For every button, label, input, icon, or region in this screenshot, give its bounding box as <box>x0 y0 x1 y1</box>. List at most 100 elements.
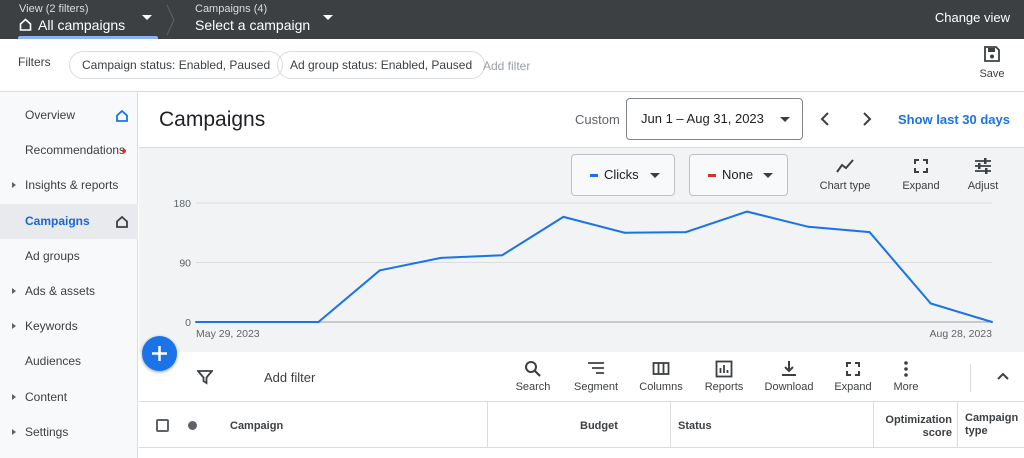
expand-label: Expand <box>902 180 940 192</box>
data-point <box>684 231 687 234</box>
expand-icon <box>846 362 860 376</box>
add-filter-button[interactable]: Add filter <box>264 370 316 385</box>
clicks-line-chart: 0 90 180 May 29, 2023 Aug 28, 2023 <box>173 198 993 340</box>
page-header: Campaigns Custom Jun 1 – Aug 31, 2023 Sh… <box>139 92 1024 148</box>
sidebar-item-audiences[interactable]: Audiences <box>0 344 138 379</box>
reports-icon <box>715 360 733 378</box>
data-point <box>623 231 626 234</box>
filter-icon[interactable] <box>197 369 213 385</box>
filters-label: Filters <box>18 55 51 69</box>
metric-1-label: Clicks <box>604 167 639 182</box>
sidebar-item-label: Insights & reports <box>25 178 119 193</box>
filter-chip-ad-group-status[interactable]: Ad group status: Enabled, Paused <box>277 51 486 79</box>
sidebar-item-label: Overview <box>25 108 76 122</box>
date-range-type: Custom <box>575 112 620 127</box>
sidebar-item-overview[interactable]: Overview <box>0 98 138 133</box>
table-header: Campaign Budget Status Optimization scor… <box>139 402 1024 448</box>
expand-icon <box>914 159 928 173</box>
sidebar-item-insights-reports[interactable]: Insights & reports <box>0 168 138 203</box>
sidebar-item-campaigns[interactable]: Campaigns <box>0 203 138 239</box>
change-view-button[interactable]: Change view <box>934 10 1010 25</box>
toolbar-more-button[interactable]: More <box>874 360 938 393</box>
column-header-optimization-score[interactable]: Optimization score <box>885 414 952 439</box>
save-icon <box>984 46 1000 62</box>
tool-label: Segment <box>573 381 619 393</box>
campaign-selector[interactable]: Campaigns (4) Select a campaign <box>190 0 340 39</box>
columns-icon <box>652 362 670 375</box>
save-label: Save <box>979 68 1005 80</box>
date-range-picker[interactable]: Jun 1 – Aug 31, 2023 <box>626 98 803 140</box>
toolbar-search-button[interactable]: Search <box>501 360 565 393</box>
tool-label: More <box>893 381 919 393</box>
expand-arrow-icon <box>12 323 16 330</box>
sidebar-item-settings[interactable]: Settings <box>0 415 138 450</box>
tool-label: Reports <box>704 381 744 393</box>
toolbar-expand-button[interactable]: Expand <box>821 360 885 393</box>
chevron-down-icon <box>142 15 152 20</box>
download-icon <box>782 361 796 376</box>
chart-type-button[interactable]: Chart type <box>815 158 875 192</box>
data-point <box>501 254 504 257</box>
more-icon <box>904 361 908 377</box>
status-dot-icon <box>188 421 197 430</box>
expand-arrow-icon <box>12 393 16 400</box>
divider <box>970 364 971 392</box>
sidebar-item-label: Keywords <box>25 319 78 334</box>
x-tick-label: May 29, 2023 <box>196 328 260 340</box>
filter-chip-campaign-status[interactable]: Campaign status: Enabled, Paused <box>69 51 284 79</box>
sidebar-item-label: Ads & assets <box>25 284 96 298</box>
sidebar-item-recommendations[interactable]: Recommendations <box>0 133 138 168</box>
chevron-down-icon <box>650 173 660 178</box>
add-filter-link[interactable]: Add filter <box>483 59 531 73</box>
sidebar-item-ad-groups[interactable]: Ad groups <box>0 239 138 274</box>
tool-label: Columns <box>639 381 683 393</box>
x-tick-label: Aug 28, 2023 <box>930 328 993 340</box>
chevron-down-icon <box>780 117 790 122</box>
tool-label: Expand <box>834 381 872 393</box>
select-all-checkbox[interactable] <box>156 419 169 432</box>
column-header-budget[interactable]: Budget <box>580 420 618 432</box>
next-period-icon[interactable] <box>861 111 873 127</box>
toolbar-download-button[interactable]: Download <box>757 360 821 393</box>
sidebar: Overview Recommendations Insights & report… <box>0 92 138 458</box>
data-point <box>746 210 749 213</box>
sidebar-item-label: Audiences <box>25 354 82 369</box>
view-label: View (2 filters) <box>19 3 89 15</box>
chart-expand-button[interactable]: Expand <box>891 158 951 192</box>
sidebar-item-ads-assets[interactable]: Ads & assets <box>0 274 138 309</box>
collapse-icon[interactable] <box>996 371 1010 381</box>
y-tick-label: 180 <box>173 198 191 210</box>
sidebar-item-content[interactable]: Content <box>0 380 138 415</box>
toolbar-reports-button[interactable]: Reports <box>692 360 756 393</box>
expand-arrow-icon <box>12 182 16 189</box>
y-tick-label: 90 <box>179 258 191 270</box>
view-selector[interactable]: View (2 filters) All campaigns <box>0 0 158 39</box>
column-header-campaign-type[interactable]: Campaign type <box>965 412 1019 437</box>
y-tick-label: 0 <box>185 317 191 329</box>
date-range-value: Jun 1 – Aug 31, 2023 <box>641 111 764 126</box>
plus-icon <box>152 346 167 361</box>
campaigns-value: Select a campaign <box>195 17 311 33</box>
previous-period-icon[interactable] <box>819 111 831 127</box>
data-point <box>256 321 259 323</box>
column-header-campaign[interactable]: Campaign <box>230 420 284 432</box>
series-color-swatch <box>590 174 598 177</box>
toolbar-segment-button[interactable]: Segment <box>564 360 628 393</box>
view-value: All campaigns <box>38 17 126 33</box>
metric-selector-2[interactable]: None <box>689 154 788 196</box>
expand-arrow-icon <box>12 288 16 294</box>
metric-selector-1[interactable]: Clicks <box>571 154 675 196</box>
chevron-down-icon <box>323 15 333 20</box>
save-button[interactable]: Save <box>972 45 1012 80</box>
home-icon <box>19 18 32 31</box>
campaigns-label: Campaigns (4) <box>195 3 268 15</box>
sidebar-item-keywords[interactable]: Keywords <box>0 309 138 344</box>
show-last-30-days-link[interactable]: Show last 30 days <box>898 112 1010 127</box>
tune-icon <box>975 158 991 174</box>
column-header-status[interactable]: Status <box>678 420 712 432</box>
series-line-clicks <box>196 210 993 323</box>
create-button[interactable] <box>142 336 177 371</box>
chart-adjust-button[interactable]: Adjust <box>953 158 1013 192</box>
line-chart-icon <box>836 159 854 173</box>
toolbar-columns-button[interactable]: Columns <box>629 360 693 393</box>
